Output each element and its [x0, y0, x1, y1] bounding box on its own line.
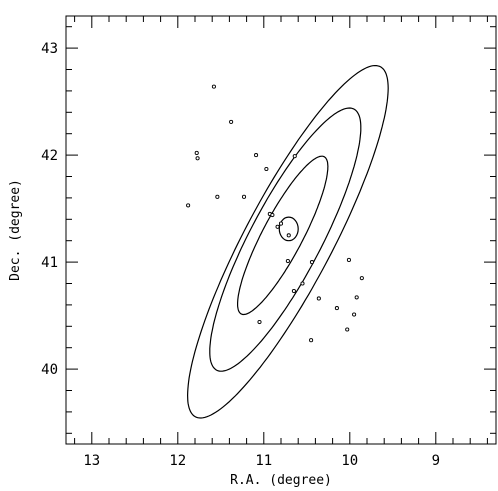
x-tick-label: 12: [169, 453, 186, 469]
data-point: [264, 166, 269, 172]
data-point: [346, 257, 351, 263]
data-point: [352, 312, 357, 317]
data-point: [215, 194, 220, 199]
contours: [186, 65, 389, 419]
data-point: [300, 281, 305, 286]
contour-middle-ellipse: [209, 107, 362, 372]
x-tick-label: 9: [432, 453, 440, 469]
data-point: [285, 258, 290, 264]
plot-frame: [65, 15, 497, 445]
data-point: [257, 319, 262, 325]
data-point: [345, 327, 350, 332]
scatter-points: [186, 84, 364, 343]
data-point: [359, 276, 364, 281]
data-point: [278, 221, 284, 226]
contour-inner-ellipse: [237, 155, 329, 316]
data-point: [291, 288, 296, 294]
x-axis-title: R.A. (degree): [230, 473, 332, 488]
data-point: [309, 338, 314, 343]
data-point: [354, 295, 359, 300]
data-point: [195, 156, 200, 161]
y-tick-label: 41: [41, 255, 58, 271]
data-point: [286, 233, 291, 238]
data-point: [211, 84, 216, 89]
data-point: [334, 306, 339, 311]
data-point: [254, 153, 259, 158]
contour-core: [278, 216, 299, 242]
data-point: [275, 224, 280, 229]
y-tick-label: 40: [41, 362, 58, 378]
data-point: [316, 296, 321, 301]
y-tick-label: 43: [41, 41, 58, 57]
x-tick-label: 10: [341, 453, 358, 469]
data-point: [186, 203, 191, 208]
ticks: [66, 16, 496, 444]
tick-labels: 13 12 11 10 9 40 41 42 43: [41, 41, 440, 469]
data-point: [292, 154, 297, 159]
x-tick-label: 13: [83, 453, 100, 469]
y-tick-label: 42: [41, 148, 58, 164]
contour-outer-ellipse: [186, 65, 389, 419]
data-point: [229, 119, 234, 124]
y-axis-title: Dec. (degree): [8, 179, 23, 281]
data-point: [270, 212, 275, 218]
x-tick-label: 11: [255, 453, 272, 469]
data-point: [241, 194, 247, 199]
data-point: [194, 150, 199, 156]
data-point: [309, 260, 315, 265]
